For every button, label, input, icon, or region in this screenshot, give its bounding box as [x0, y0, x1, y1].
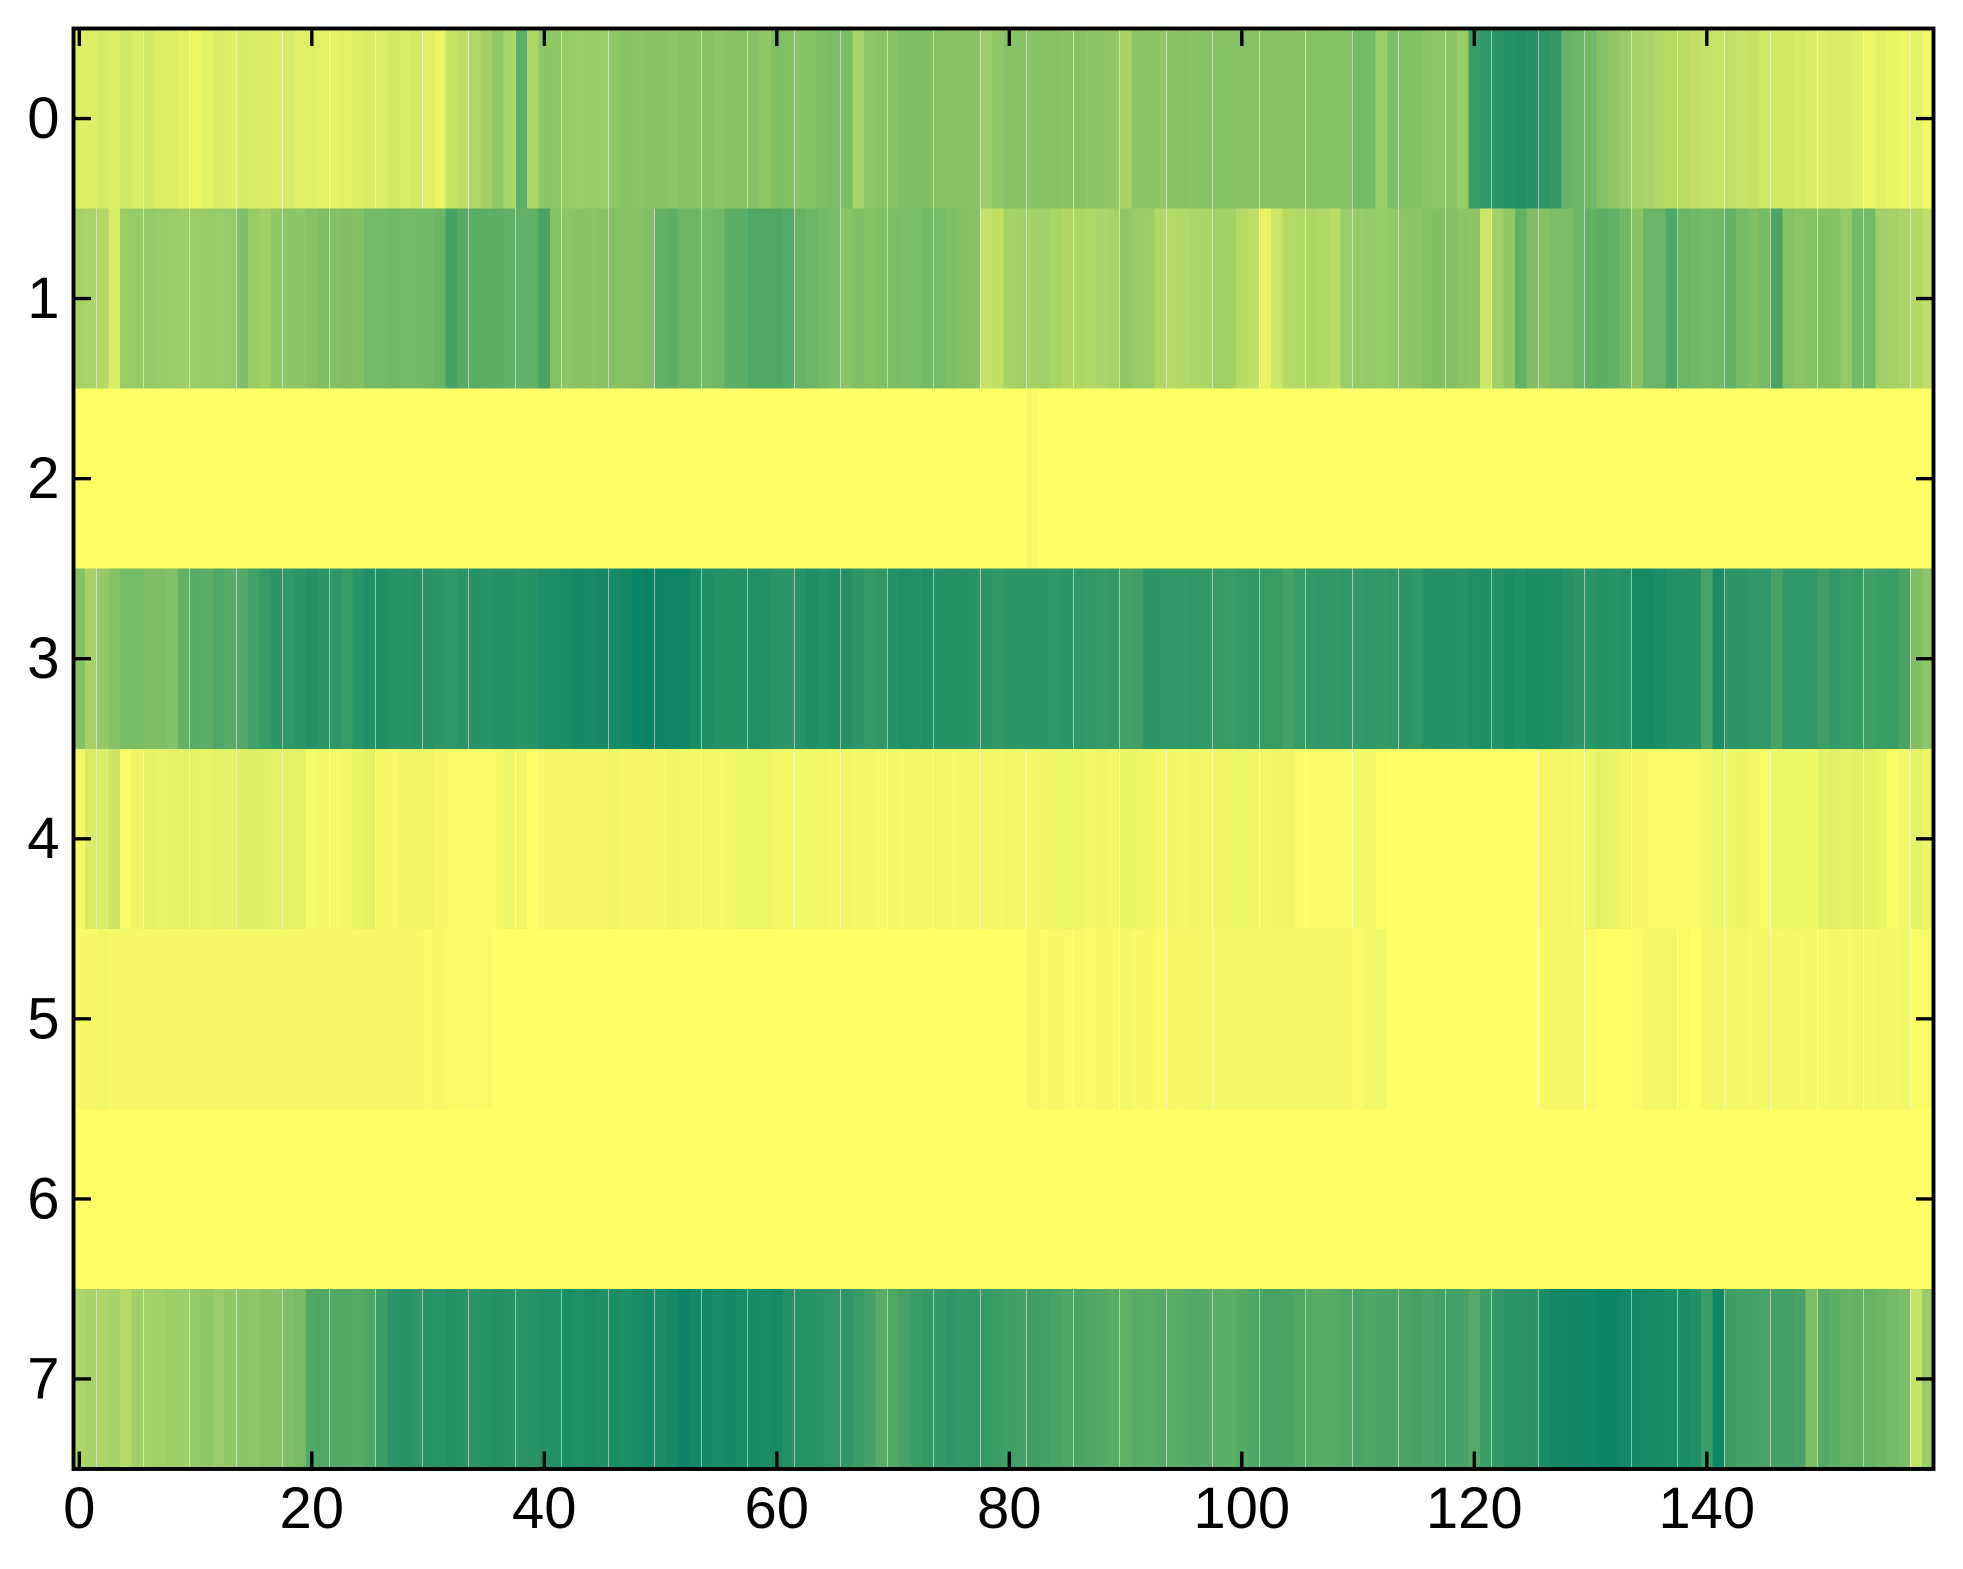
svg-text:80: 80: [977, 1476, 1042, 1541]
svg-text:3: 3: [27, 626, 59, 691]
svg-text:6: 6: [27, 1166, 59, 1231]
svg-text:60: 60: [745, 1476, 810, 1541]
svg-text:7: 7: [27, 1346, 59, 1411]
svg-text:4: 4: [27, 806, 59, 871]
svg-text:140: 140: [1658, 1476, 1755, 1541]
svg-text:20: 20: [280, 1476, 345, 1541]
svg-text:2: 2: [27, 446, 59, 511]
svg-text:120: 120: [1426, 1476, 1523, 1541]
svg-text:5: 5: [27, 986, 59, 1051]
svg-text:40: 40: [512, 1476, 577, 1541]
svg-text:1: 1: [27, 266, 59, 331]
svg-text:0: 0: [27, 86, 59, 151]
svg-text:0: 0: [63, 1476, 95, 1541]
svg-text:100: 100: [1193, 1476, 1290, 1541]
